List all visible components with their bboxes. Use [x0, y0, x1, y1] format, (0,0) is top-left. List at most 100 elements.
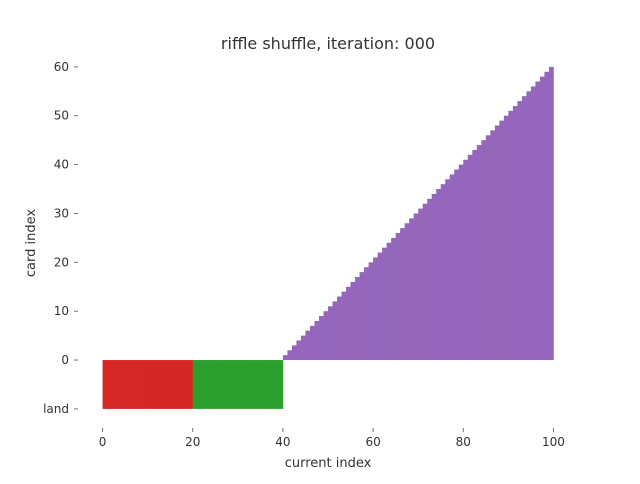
bar-spell-58: [364, 267, 369, 361]
bar-spell-80: [463, 159, 469, 361]
bar-spell-67: [404, 223, 410, 361]
bar-land-30: [237, 360, 243, 409]
bar-spell-66: [400, 228, 406, 361]
bar-land-36: [264, 360, 270, 409]
bar-land-31: [242, 360, 248, 409]
bar-land-20: [192, 360, 198, 409]
bar-spell-41: [287, 350, 293, 361]
bar-spell-54: [346, 286, 351, 361]
bar-land-39: [278, 360, 284, 409]
bar-spell-69: [413, 213, 419, 361]
bar-land-5: [125, 360, 130, 409]
bar-spell-93: [521, 96, 527, 361]
bar-land-15: [170, 360, 176, 409]
bar-spell-86: [490, 130, 496, 361]
bar-land-37: [269, 360, 275, 409]
bar-spell-42: [291, 345, 297, 361]
bar-land-17: [179, 360, 185, 409]
bar-land-12: [156, 360, 162, 409]
bar-land-27: [224, 360, 230, 409]
bar-spell-46: [309, 325, 315, 361]
bar-land-0: [102, 360, 108, 409]
bar-spell-91: [512, 105, 518, 361]
x-tick-label: 20: [185, 435, 200, 449]
bar-land-10: [147, 360, 153, 409]
x-axis: 0 20 40 60 80 100: [99, 428, 565, 449]
bar-spell-77: [449, 174, 455, 361]
x-tick-label: 0: [99, 435, 107, 449]
bar-spell-51: [332, 301, 338, 361]
bar-land-3: [116, 360, 121, 409]
bar-spell-87: [494, 125, 500, 361]
y-axis-label: card index: [24, 209, 39, 277]
bar-spell-72: [427, 198, 433, 361]
bar-land-24: [210, 360, 216, 409]
x-tick-label: 80: [456, 435, 471, 449]
bar-spell-62: [382, 247, 387, 361]
bar-spell-55: [350, 281, 356, 361]
bar-land-28: [228, 360, 234, 409]
bar-spell-59: [368, 262, 374, 361]
bar-land-33: [251, 360, 257, 409]
chart-title: riffle shuffle, iteration: 000: [221, 34, 435, 53]
y-tick-label: 50: [54, 109, 69, 123]
bar-land-26: [219, 360, 225, 409]
bar-land-29: [233, 360, 239, 409]
bar-spell-74: [436, 189, 442, 361]
bar-spell-98: [544, 71, 550, 361]
bar-spell-45: [305, 330, 311, 361]
bar-spell-44: [300, 335, 306, 361]
bar-spell-47: [314, 320, 320, 361]
x-tick-label: 60: [365, 435, 380, 449]
bar-spell-48: [318, 316, 324, 361]
bar-spell-83: [476, 145, 482, 361]
bar-spell-81: [467, 154, 473, 361]
bar-spell-50: [328, 306, 333, 361]
bar-spell-76: [445, 179, 451, 361]
bar-spell-52: [337, 296, 342, 361]
bar-land-23: [206, 360, 212, 409]
bar-land-16: [174, 360, 180, 409]
bar-spell-97: [539, 76, 545, 361]
bar-land-34: [255, 360, 261, 409]
bar-land-32: [246, 360, 252, 409]
bar-land-38: [273, 360, 279, 409]
bar-land-11: [152, 360, 158, 409]
x-axis-label: current index: [285, 456, 372, 471]
bar-spell-70: [418, 208, 424, 361]
bar-spell-94: [526, 91, 532, 361]
bar-land-6: [129, 360, 135, 409]
bar-land-1: [107, 360, 112, 409]
y-tick-label: 10: [54, 304, 69, 318]
y-tick-label: 30: [54, 206, 69, 220]
bar-spell-40: [282, 355, 288, 361]
bar-land-2: [111, 360, 117, 409]
bar-spell-82: [472, 149, 478, 361]
bar-spell-95: [530, 86, 536, 361]
bar-spell-68: [409, 218, 415, 361]
bar-spell-84: [481, 140, 487, 361]
bar-spell-90: [508, 110, 514, 361]
bar-land-8: [138, 360, 144, 409]
bar-spell-78: [454, 169, 460, 361]
bar-spell-65: [395, 233, 401, 361]
bar-spell-73: [431, 193, 437, 361]
bar-spell-75: [440, 184, 446, 361]
x-tick-label: 100: [542, 435, 565, 449]
y-tick-label: 20: [54, 255, 69, 269]
bar-spell-56: [355, 276, 360, 361]
bar-land-21: [197, 360, 203, 409]
y-tick-label: 60: [54, 60, 69, 74]
y-tick-label: land: [43, 402, 69, 416]
bar-spell-49: [323, 311, 329, 361]
bar-land-18: [183, 360, 189, 409]
bar-land-9: [143, 360, 148, 409]
bar-spell-57: [359, 272, 365, 361]
bar-spell-89: [503, 115, 509, 361]
bar-spell-64: [391, 237, 396, 361]
bars-group: [102, 66, 554, 409]
bar-land-13: [161, 360, 167, 409]
bar-spell-53: [341, 291, 347, 361]
